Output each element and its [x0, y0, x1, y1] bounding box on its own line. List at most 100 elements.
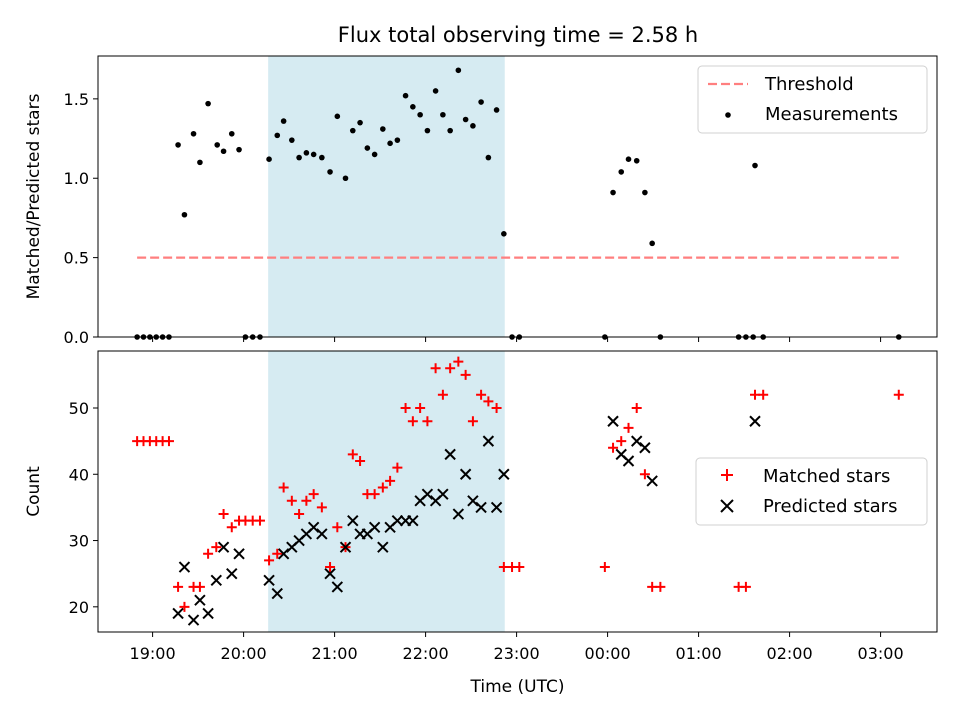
legend-matched-label: Matched stars — [763, 466, 890, 487]
measurement-point — [394, 137, 401, 143]
predicted-star-point — [421, 488, 434, 500]
predicted-star-point — [178, 561, 191, 573]
measurement-point — [342, 175, 349, 182]
measurement-point — [618, 169, 625, 175]
predicted-star-point — [271, 587, 283, 600]
predicted-star-point — [202, 607, 214, 620]
predicted-star-point — [377, 541, 389, 553]
matched-star-point — [347, 449, 358, 460]
predicted-star-point — [482, 435, 495, 447]
matched-star-point — [218, 509, 229, 520]
predicted-star-point — [210, 574, 223, 587]
measurement-point — [485, 154, 492, 161]
measurement-point — [319, 154, 325, 161]
measurement-point — [610, 189, 616, 196]
measurement-point — [220, 148, 227, 155]
y-tick-label: 30 — [69, 532, 89, 551]
chart-title: Flux total observing time = 2.58 h — [338, 23, 698, 47]
measurement-point — [633, 157, 640, 164]
predicted-star-point — [194, 594, 206, 606]
matched-star-point — [316, 502, 327, 513]
x-tick-label: 00:00 — [585, 644, 631, 663]
matched-star-point — [460, 369, 471, 380]
predicted-star-point — [277, 548, 290, 560]
matched-star-point — [203, 548, 214, 559]
predicted-star-point — [316, 528, 328, 540]
shaded-observing-span — [268, 351, 505, 632]
matched-star-point — [453, 356, 464, 367]
x-tick-label: 23:00 — [494, 644, 540, 663]
measurement-point — [197, 159, 203, 166]
predicted-star-point — [639, 442, 651, 454]
matched-star-point — [226, 522, 237, 533]
matched-star-point — [476, 389, 487, 400]
matched-star-point — [608, 442, 619, 453]
predicted-star-point — [172, 607, 184, 620]
measurement-point — [236, 146, 242, 153]
legend-predicted-label: Predicted stars — [763, 496, 897, 517]
y-tick-label: 20 — [69, 598, 89, 617]
matched-star-point — [272, 548, 283, 559]
predicted-star-point — [437, 488, 449, 500]
predicted-star-point — [368, 521, 381, 533]
matched-star-point — [211, 542, 222, 553]
matched-star-point — [377, 482, 388, 493]
measurement-point — [228, 130, 235, 137]
matched-star-point — [355, 456, 366, 467]
measurement-point — [493, 107, 500, 113]
measurement-point — [181, 211, 188, 218]
measurement-point — [387, 140, 393, 147]
measurement-point — [349, 127, 356, 134]
matched-star-point — [631, 402, 642, 413]
matched-star-point — [422, 416, 433, 427]
measurement-point — [417, 111, 423, 118]
measurement-point — [357, 119, 363, 126]
measurement-point — [455, 67, 462, 74]
matched-star-point — [893, 389, 904, 400]
x-tick-label: 02:00 — [767, 644, 813, 663]
predicted-star-point — [467, 495, 479, 507]
predicted-star-point — [233, 548, 245, 560]
measurement-point — [303, 150, 310, 156]
measurement-point — [501, 231, 507, 237]
top-panel: 0.0 0.5 1.0 1.5 Matched/Predicted stars Thres… — [24, 55, 938, 347]
measurement-point — [410, 104, 416, 110]
measurement-point — [364, 145, 371, 151]
matched-star-point — [407, 416, 418, 427]
matched-star-point — [467, 416, 478, 427]
measurement-point — [371, 151, 378, 158]
matched-star-point — [254, 515, 265, 526]
matched-star-point — [616, 436, 627, 447]
predicted-star-point — [331, 581, 344, 593]
predicted-star-point — [407, 514, 419, 527]
x-tick-label: 03:00 — [858, 644, 904, 663]
x-tick-label: 21:00 — [312, 644, 358, 663]
matched-star-point — [308, 489, 319, 500]
predicted-star-point — [339, 541, 352, 553]
x-axis-label: Time (UTC) — [470, 677, 565, 697]
measurement-point — [274, 132, 281, 139]
predicted-star-point — [307, 521, 320, 533]
x-tick-label: 19:00 — [130, 644, 176, 663]
measurement-point — [310, 151, 317, 158]
matched-star-point — [415, 402, 426, 413]
measurement-point — [214, 142, 221, 148]
matched-star-point — [639, 469, 650, 480]
legend-threshold-label: Threshold — [764, 74, 854, 95]
bottom-axes-frame — [97, 350, 938, 633]
measurement-point — [402, 92, 409, 99]
predicted-star-point — [347, 514, 359, 527]
measurement-point — [625, 156, 632, 162]
matched-star-point — [437, 389, 448, 400]
legend-measurements-swatch — [725, 112, 731, 118]
predicted-star-point — [498, 468, 510, 480]
x-tick-label: 01:00 — [676, 644, 722, 663]
measurement-point — [642, 189, 648, 196]
matched-star-point — [163, 436, 174, 447]
predicted-star-point — [452, 508, 465, 520]
y-tick-label: 40 — [69, 465, 89, 484]
matched-star-point — [264, 555, 275, 566]
predicted-star-point — [187, 614, 200, 626]
matched-star-point — [179, 601, 190, 612]
bottom-legend: Matched stars Predicted stars — [695, 457, 928, 526]
